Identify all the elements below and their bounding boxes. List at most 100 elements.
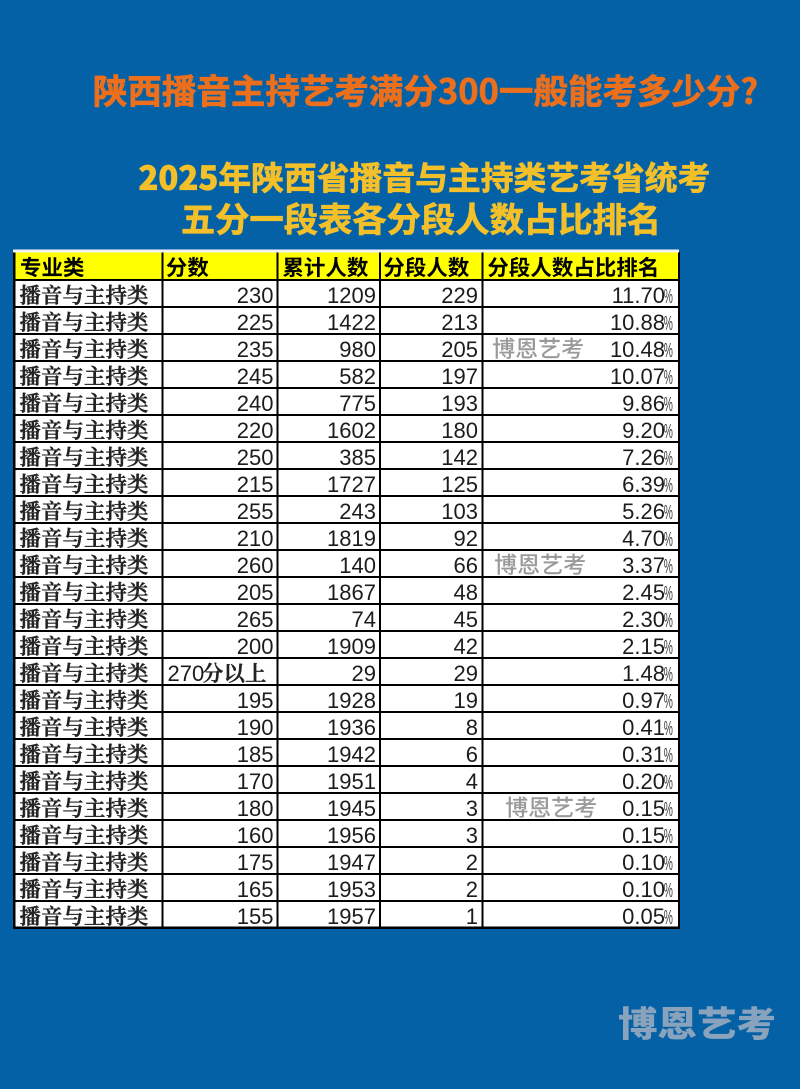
svg-text:3: 3 <box>466 823 478 848</box>
svg-text:66: 66 <box>454 553 478 578</box>
svg-text:2.15: 2.15 <box>622 634 665 659</box>
svg-text:1209: 1209 <box>327 283 376 308</box>
svg-text:10.88: 10.88 <box>610 310 665 335</box>
svg-text:4.70: 4.70 <box>622 526 665 551</box>
svg-text:210: 210 <box>237 526 274 551</box>
svg-text:42: 42 <box>454 634 478 659</box>
svg-text:0.05: 0.05 <box>622 904 665 929</box>
svg-text:%: % <box>664 312 673 335</box>
svg-text:215: 215 <box>237 472 274 497</box>
svg-text:180: 180 <box>441 418 478 443</box>
svg-text:270: 270 <box>168 661 205 686</box>
svg-text:1422: 1422 <box>327 310 376 335</box>
svg-text:103: 103 <box>441 499 478 524</box>
svg-text:92: 92 <box>454 526 478 551</box>
svg-text:5.26: 5.26 <box>622 499 665 524</box>
svg-text:197: 197 <box>441 364 478 389</box>
svg-text:%: % <box>664 528 673 551</box>
svg-text:220: 220 <box>237 418 274 443</box>
svg-text:185: 185 <box>237 742 274 767</box>
svg-text:2.30: 2.30 <box>622 607 665 632</box>
svg-text:142: 142 <box>441 445 478 470</box>
svg-text:1602: 1602 <box>327 418 376 443</box>
svg-text:1956: 1956 <box>327 823 376 848</box>
svg-text:%: % <box>664 393 673 416</box>
svg-text:%: % <box>664 717 673 740</box>
svg-text:0.10: 0.10 <box>622 877 665 902</box>
svg-text:%: % <box>664 447 673 470</box>
svg-text:7.26: 7.26 <box>622 445 665 470</box>
svg-text:%: % <box>664 798 673 821</box>
svg-text:4: 4 <box>466 769 478 794</box>
svg-text:1942: 1942 <box>327 742 376 767</box>
svg-text:1953: 1953 <box>327 877 376 902</box>
svg-text:1951: 1951 <box>327 769 376 794</box>
svg-text:205: 205 <box>441 337 478 362</box>
svg-text:250: 250 <box>237 445 274 470</box>
svg-text:45: 45 <box>454 607 478 632</box>
svg-text:255: 255 <box>237 499 274 524</box>
svg-text:%: % <box>664 474 673 497</box>
svg-text:225: 225 <box>237 310 274 335</box>
svg-text:%: % <box>664 825 673 848</box>
svg-text:190: 190 <box>237 715 274 740</box>
svg-text:%: % <box>664 609 673 632</box>
svg-text:0.15: 0.15 <box>622 823 665 848</box>
svg-text:8: 8 <box>466 715 478 740</box>
svg-text:193: 193 <box>441 391 478 416</box>
svg-text:48: 48 <box>454 580 478 605</box>
svg-text:%: % <box>664 744 673 767</box>
svg-text:125: 125 <box>441 472 478 497</box>
svg-text:9.20: 9.20 <box>622 418 665 443</box>
svg-text:29: 29 <box>454 661 478 686</box>
svg-text:205: 205 <box>237 580 274 605</box>
svg-text:180: 180 <box>237 796 274 821</box>
svg-text:1.48: 1.48 <box>622 661 665 686</box>
svg-text:%: % <box>664 690 673 713</box>
svg-text:260: 260 <box>237 553 274 578</box>
svg-text:175: 175 <box>237 850 274 875</box>
svg-text:155: 155 <box>237 904 274 929</box>
svg-text:11.70: 11.70 <box>612 283 665 308</box>
svg-text:245: 245 <box>237 364 274 389</box>
svg-text:%: % <box>664 501 673 524</box>
svg-text:385: 385 <box>339 445 376 470</box>
svg-text:195: 195 <box>237 688 274 713</box>
svg-text:240: 240 <box>237 391 274 416</box>
svg-text:1: 1 <box>466 904 478 929</box>
svg-text:%: % <box>664 879 673 902</box>
svg-text:%: % <box>664 582 673 605</box>
svg-text:140: 140 <box>339 553 376 578</box>
svg-text:213: 213 <box>441 310 478 335</box>
svg-text:3.37: 3.37 <box>622 553 665 578</box>
svg-text:1928: 1928 <box>327 688 376 713</box>
svg-text:582: 582 <box>339 364 376 389</box>
svg-text:19: 19 <box>454 688 478 713</box>
svg-text:10.48: 10.48 <box>610 337 665 362</box>
svg-text:%: % <box>664 771 673 794</box>
svg-text:9.86: 9.86 <box>622 391 665 416</box>
svg-text:%: % <box>664 366 673 389</box>
svg-text:1867: 1867 <box>327 580 376 605</box>
svg-text:1936: 1936 <box>327 715 376 740</box>
svg-text:%: % <box>664 285 673 308</box>
svg-text:170: 170 <box>237 769 274 794</box>
svg-text:%: % <box>664 555 673 578</box>
svg-text:229: 229 <box>441 283 478 308</box>
svg-text:0.41: 0.41 <box>622 715 665 740</box>
svg-text:1945: 1945 <box>327 796 376 821</box>
svg-text:29: 29 <box>352 661 376 686</box>
svg-text:2.45: 2.45 <box>622 580 665 605</box>
svg-text:0.31: 0.31 <box>622 742 665 767</box>
svg-text:0.20: 0.20 <box>622 769 665 794</box>
svg-text:2: 2 <box>466 850 478 875</box>
svg-text:1909: 1909 <box>327 634 376 659</box>
svg-text:0.97: 0.97 <box>622 688 665 713</box>
svg-text:235: 235 <box>237 337 274 362</box>
svg-text:775: 775 <box>339 391 376 416</box>
svg-text:3: 3 <box>466 796 478 821</box>
svg-text:0.10: 0.10 <box>622 850 665 875</box>
svg-text:10.07: 10.07 <box>610 364 665 389</box>
svg-text:1819: 1819 <box>327 526 376 551</box>
svg-text:200: 200 <box>237 634 274 659</box>
